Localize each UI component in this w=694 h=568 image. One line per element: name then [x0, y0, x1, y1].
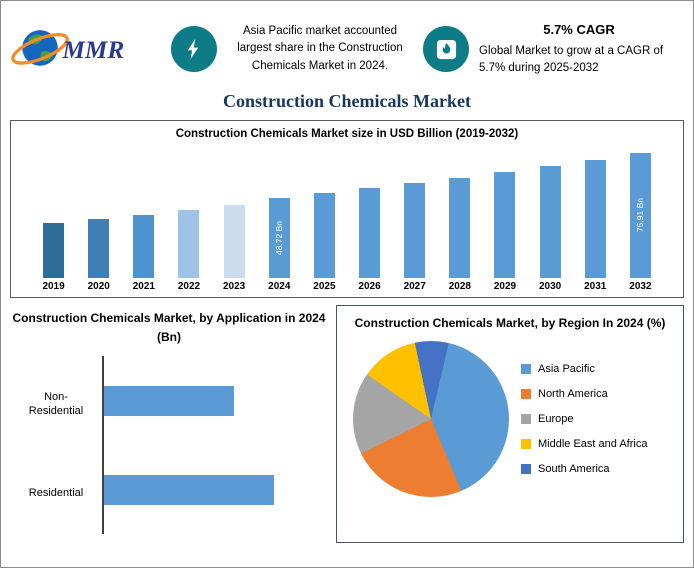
bar-column: 2029: [482, 172, 527, 294]
banner-highlight-asia-pacific: Asia Pacific market accounted largest sh…: [237, 25, 403, 72]
legend-swatch-icon: [521, 388, 531, 399]
bar-2032: 75.91 Bn: [629, 153, 651, 278]
x-axis-tick: 2028: [448, 281, 471, 292]
market-size-chart: Construction Chemicals Market size in US…: [10, 120, 684, 298]
legend-item: North America: [521, 388, 647, 400]
x-axis-tick: 2026: [358, 281, 381, 292]
x-axis-tick: 2019: [42, 281, 65, 292]
bar-column: 48.72 Bn 2024: [257, 198, 302, 294]
page-title: Construction Chemicals Market: [223, 91, 471, 111]
bar-column: 2020: [76, 219, 121, 294]
bar-2020: [88, 219, 110, 278]
legend-swatch-icon: [521, 463, 531, 474]
bar-2027: [404, 183, 426, 278]
x-axis-tick: 2023: [223, 281, 246, 292]
x-axis-tick: 2020: [87, 281, 110, 292]
lightning-badge: [171, 26, 217, 72]
application-chart: Construction Chemicals Market, by Applic…: [10, 305, 328, 543]
x-axis-tick: 2025: [313, 281, 336, 292]
bar-column: 2030: [528, 166, 573, 294]
bar-column: 2023: [212, 205, 257, 294]
x-axis-tick: 2021: [132, 281, 155, 292]
bar-column: 2027: [392, 183, 437, 294]
bar-2026: [359, 188, 381, 278]
x-axis-tick: 2029: [493, 281, 517, 292]
bar-column: 2026: [347, 188, 392, 294]
bar-column: 2031: [573, 160, 618, 294]
bar-column: 75.91 Bn 2032: [618, 153, 663, 294]
bar-2028: [449, 178, 471, 278]
bar-2019: [43, 223, 65, 278]
legend-label: Asia Pacific: [538, 362, 595, 375]
bar-column: 2025: [302, 193, 347, 294]
x-axis-tick: 2027: [403, 281, 426, 292]
bar-2023: [223, 205, 245, 278]
bar-column: 2021: [121, 215, 166, 294]
bar-2025: [313, 193, 335, 278]
cagr-text: Global Market to grow at a CAGR of 5.7% …: [479, 45, 664, 74]
lightning-icon: [187, 39, 199, 59]
application-bar-1: [104, 385, 235, 416]
legend-item: Europe: [521, 413, 647, 425]
bar-2030: [539, 166, 561, 278]
cagr-heading: 5.7% CAGR: [543, 22, 615, 38]
region-legend: Asia Pacific North America Europe Middle Ea…: [521, 363, 647, 475]
application-chart-title: Construction Chemicals Market, by Applic…: [12, 311, 326, 344]
flame-icon: [436, 39, 456, 59]
x-axis-tick: 2022: [177, 281, 201, 292]
bar-2022: [178, 210, 200, 278]
region-plot: Asia Pacific North America Europe Middle Ea…: [343, 333, 677, 497]
header-banner: MMR Asia Pacific market accounted larges…: [1, 1, 693, 89]
legend-item: South America: [521, 463, 647, 475]
globe-logo-icon: MMR: [11, 29, 124, 66]
legend-label: South America: [538, 462, 610, 475]
legend-label: Europe: [538, 412, 574, 425]
application-label: Non-Residential: [28, 390, 84, 418]
market-size-chart-title: Construction Chemicals Market size in US…: [175, 128, 519, 140]
legend-swatch-icon: [521, 438, 531, 449]
mmr-logo: MMR: [9, 18, 161, 81]
legend-label: North America: [538, 387, 608, 400]
bar-column: 2019: [31, 223, 76, 294]
bar-column: 2028: [437, 178, 482, 294]
bottom-panels: Construction Chemicals Market, by Applic…: [10, 305, 684, 543]
x-axis-tick: 2024: [268, 281, 291, 292]
x-axis-tick: 2031: [584, 281, 607, 292]
application-bars: [102, 356, 314, 535]
bar-2031: [584, 160, 606, 278]
logo-text: MMR: [61, 36, 124, 64]
market-size-plot: 2019 2020 2021 2022 2023 48.72 Bn 2024 2025 2026…: [19, 144, 675, 294]
bar-value-label: 48.72 Bn: [274, 220, 285, 256]
bar-value-label: 75.91 Bn: [635, 198, 646, 233]
bar-2029: [494, 172, 516, 278]
legend-item: Asia Pacific: [521, 363, 647, 375]
application-plot: Non-Residential Residential: [10, 356, 328, 535]
banner-highlight-cagr: 5.7% CAGR Global Market to grow at a CAG…: [479, 21, 679, 76]
application-label: Residential: [28, 486, 84, 499]
bar-2021: [133, 215, 155, 278]
bar-2024: 48.72 Bn: [268, 198, 290, 278]
region-chart: Construction Chemicals Market, by Region…: [336, 305, 684, 543]
legend-label: Middle East and Africa: [538, 437, 648, 450]
region-chart-title: Construction Chemicals Market, by Region…: [354, 316, 666, 330]
flame-badge: [423, 26, 469, 72]
legend-item: Middle East and Africa: [521, 438, 647, 450]
legend-swatch-icon: [521, 363, 531, 374]
x-axis-tick: 2032: [629, 281, 652, 292]
region-pie: [353, 340, 509, 497]
application-category-labels: Non-Residential Residential: [10, 356, 102, 534]
bar-column: 2022: [166, 210, 211, 294]
x-axis-tick: 2030: [538, 281, 562, 292]
application-bar-2: [104, 474, 275, 505]
legend-swatch-icon: [521, 413, 531, 424]
